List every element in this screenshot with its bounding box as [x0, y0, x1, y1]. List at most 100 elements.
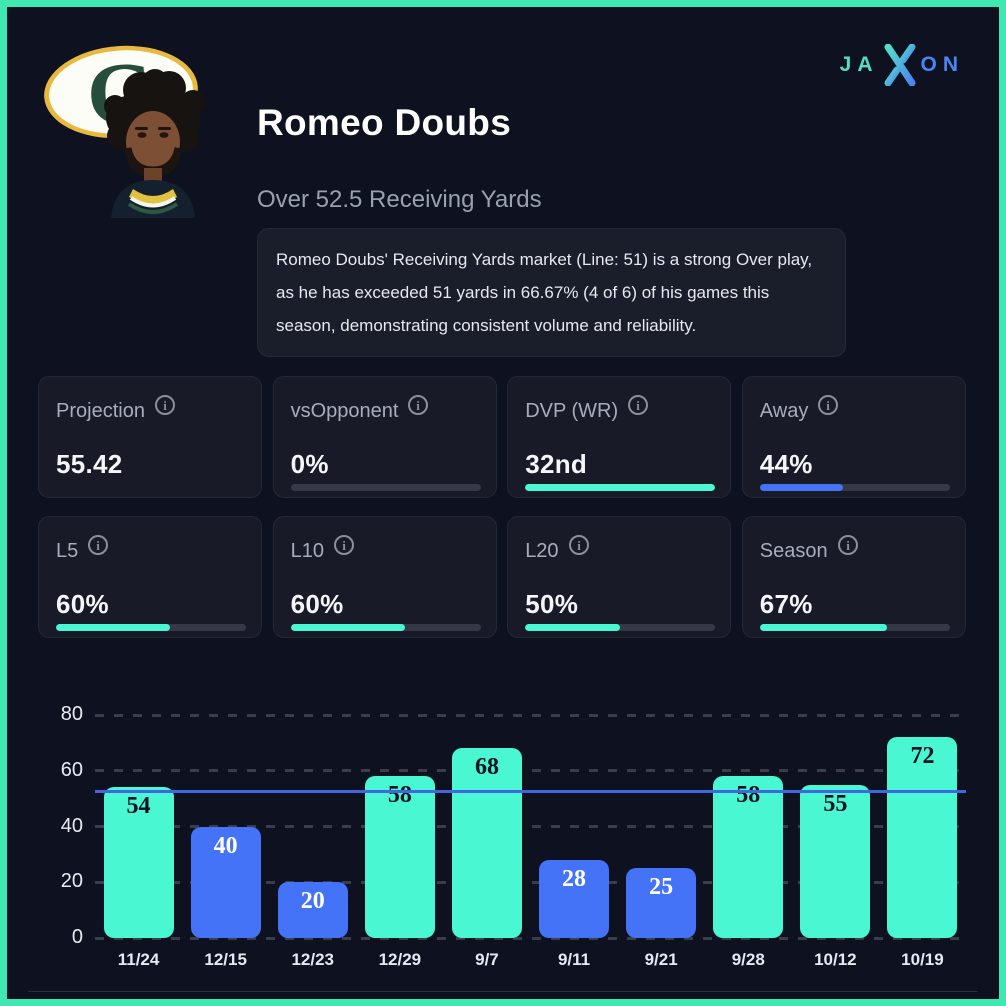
stat-progress-fill	[290, 624, 405, 631]
stat-progress-track	[525, 484, 716, 491]
stat-progress-track	[290, 624, 481, 631]
stat-card-vsopponent: vsOpponent i 0%	[272, 376, 497, 498]
stat-label: Projection	[56, 400, 145, 422]
bar-value-label: 72	[910, 743, 935, 770]
stat-progress-track	[56, 624, 246, 631]
stat-value: 60%	[56, 589, 109, 619]
stat-value: 60%	[290, 589, 344, 619]
x-axis-label-11-24: 11/24	[117, 950, 160, 969]
stat-progress-track	[525, 624, 716, 631]
x-axis-label-12-15: 12/15	[204, 950, 247, 969]
svg-text:i: i	[846, 538, 850, 553]
bar-12-29[interactable]: 58	[364, 776, 435, 938]
info-icon[interactable]: i	[837, 534, 859, 556]
svg-text:i: i	[827, 398, 831, 413]
bar-10-12[interactable]: 55	[800, 784, 871, 938]
bar-12-23[interactable]: 20	[277, 882, 348, 938]
svg-text:i: i	[342, 538, 346, 553]
stat-card-l5: L5 i 60%	[38, 516, 262, 638]
stat-label: L5	[56, 540, 79, 562]
svg-text:i: i	[636, 398, 640, 413]
stat-label: DVP (WR)	[525, 400, 619, 422]
gridline-y40	[95, 825, 966, 828]
bar-12-15[interactable]: 40	[190, 826, 261, 938]
page-title: Romeo Doubs	[257, 102, 512, 143]
stat-value: 55.42	[56, 449, 123, 479]
gridline-y0	[95, 936, 966, 940]
y-axis-tick-80: 80	[60, 703, 83, 725]
stat-label: Season	[759, 540, 828, 562]
jaxon-logo-x-icon	[884, 44, 915, 86]
stat-progress-fill	[759, 484, 844, 491]
svg-text:i: i	[577, 538, 581, 553]
stat-value: 0%	[290, 449, 329, 479]
stat-label: L10	[290, 540, 324, 562]
stat-card-l10: L10 i 60%	[272, 516, 497, 638]
bar-value-label: 58	[736, 782, 761, 809]
jaxon-logo: JA ON	[840, 44, 964, 86]
footer-divider	[28, 991, 978, 992]
jaxon-logo-ja: JA	[839, 53, 879, 76]
bar-value-label: 54	[126, 793, 151, 820]
stat-progress-fill	[525, 624, 621, 631]
gridline-y60	[95, 769, 966, 773]
prop-line-subtitle: Over 52.5 Receiving Yards	[257, 186, 542, 213]
stat-card-dvp-wr-: DVP (WR) i 32nd	[507, 376, 732, 498]
stat-value: 67%	[759, 589, 813, 619]
bar-value-label: 68	[474, 754, 499, 781]
y-axis-tick-20: 20	[60, 870, 83, 893]
bar-9-11[interactable]: 28	[539, 859, 610, 938]
stat-progress-fill	[759, 624, 888, 631]
player-headshot: G	[33, 26, 225, 218]
x-axis-label-9-28: 9/28	[731, 950, 765, 969]
x-axis-label-12-29: 12/29	[378, 950, 422, 969]
info-icon[interactable]: i	[568, 534, 590, 556]
svg-text:i: i	[96, 538, 100, 553]
x-axis-label-12-23: 12/23	[291, 950, 334, 969]
stat-value: 50%	[525, 589, 579, 619]
y-axis-tick-60: 60	[60, 758, 83, 781]
bar-value-label: 58	[387, 782, 412, 809]
stat-value: 44%	[759, 449, 813, 479]
info-icon[interactable]: i	[333, 534, 355, 556]
bar-value-label: 55	[823, 790, 848, 817]
team-logo-and-player-art: G	[44, 44, 205, 218]
x-axis-label-10-19: 10/19	[901, 950, 944, 969]
stat-card-projection: Projection i 55.42	[38, 376, 262, 498]
svg-text:i: i	[163, 398, 167, 413]
gridline-y20	[95, 880, 966, 884]
bar-value-label: 20	[300, 888, 325, 915]
y-axis-tick-40: 40	[60, 814, 83, 837]
bar-9-28[interactable]: 58	[713, 776, 784, 938]
x-axis-label-9-7: 9/7	[475, 950, 499, 969]
bar-10-19[interactable]: 72	[887, 737, 958, 938]
stat-progress-track	[759, 624, 950, 631]
x-axis-label-9-11: 9/11	[557, 950, 591, 969]
bar-11-24[interactable]: 54	[103, 787, 174, 938]
info-icon[interactable]: i	[154, 394, 176, 416]
receiving-yards-bar-chart: 0 20 40 60 80 54 11/24 40 12/15 20 12/23 58 12/29 68 9…	[61, 703, 966, 969]
y-axis-tick-0: 0	[71, 926, 83, 948]
jaxon-logo-on: ON	[920, 53, 964, 76]
info-icon[interactable]: i	[407, 394, 429, 416]
info-icon[interactable]: i	[87, 534, 109, 556]
stat-card-grid: Projection i 55.42 vsOpponent i 0% DVP (WR) i 32…	[38, 376, 966, 638]
bar-value-label: 25	[649, 874, 674, 901]
stat-progress-track	[759, 484, 950, 491]
insight-box: Romeo Doubs' Receiving Yards market (Lin…	[257, 228, 846, 357]
x-axis-label-10-12: 10/12	[814, 950, 857, 969]
svg-text:i: i	[417, 398, 421, 413]
bar-9-7[interactable]: 68	[451, 748, 522, 938]
bar-9-21[interactable]: 25	[626, 868, 697, 938]
stat-label: vsOpponent	[290, 400, 399, 422]
stat-label: L20	[525, 540, 559, 562]
betting-line-marker	[95, 790, 966, 794]
info-icon[interactable]: i	[817, 394, 839, 416]
x-axis-label-9-21: 9/21	[644, 950, 678, 969]
info-icon[interactable]: i	[627, 394, 649, 416]
bar-value-label: 40	[213, 832, 238, 859]
insight-text: Romeo Doubs' Receiving Yards market (Lin…	[276, 250, 813, 335]
stat-progress-fill	[56, 624, 170, 631]
bar-value-label: 28	[562, 865, 587, 892]
stat-value: 32nd	[525, 449, 588, 479]
